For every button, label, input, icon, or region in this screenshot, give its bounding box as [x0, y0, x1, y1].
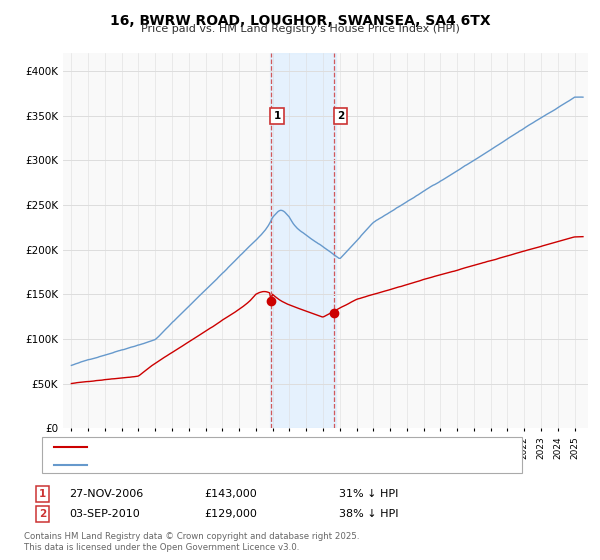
Text: £143,000: £143,000 — [204, 489, 257, 499]
Text: 16, BWRW ROAD, LOUGHOR, SWANSEA, SA4 6TX: 16, BWRW ROAD, LOUGHOR, SWANSEA, SA4 6TX — [110, 14, 490, 28]
Text: 2: 2 — [337, 111, 344, 121]
Text: Contains HM Land Registry data © Crown copyright and database right 2025.
This d: Contains HM Land Registry data © Crown c… — [24, 532, 359, 552]
Text: 03-SEP-2010: 03-SEP-2010 — [69, 509, 140, 519]
Text: 27-NOV-2006: 27-NOV-2006 — [69, 489, 143, 499]
Text: 1: 1 — [274, 111, 281, 121]
Text: 16, BWRW ROAD, LOUGHOR, SWANSEA, SA4 6TX (detached house): 16, BWRW ROAD, LOUGHOR, SWANSEA, SA4 6TX… — [93, 442, 443, 452]
Bar — [270, 53, 335, 428]
Text: £129,000: £129,000 — [204, 509, 257, 519]
Text: HPI: Average price, detached house, Swansea: HPI: Average price, detached house, Swan… — [93, 460, 332, 470]
Text: 31% ↓ HPI: 31% ↓ HPI — [339, 489, 398, 499]
Text: 38% ↓ HPI: 38% ↓ HPI — [339, 509, 398, 519]
Text: 1: 1 — [39, 489, 46, 499]
Text: Price paid vs. HM Land Registry's House Price Index (HPI): Price paid vs. HM Land Registry's House … — [140, 24, 460, 34]
Text: 2: 2 — [39, 509, 46, 519]
